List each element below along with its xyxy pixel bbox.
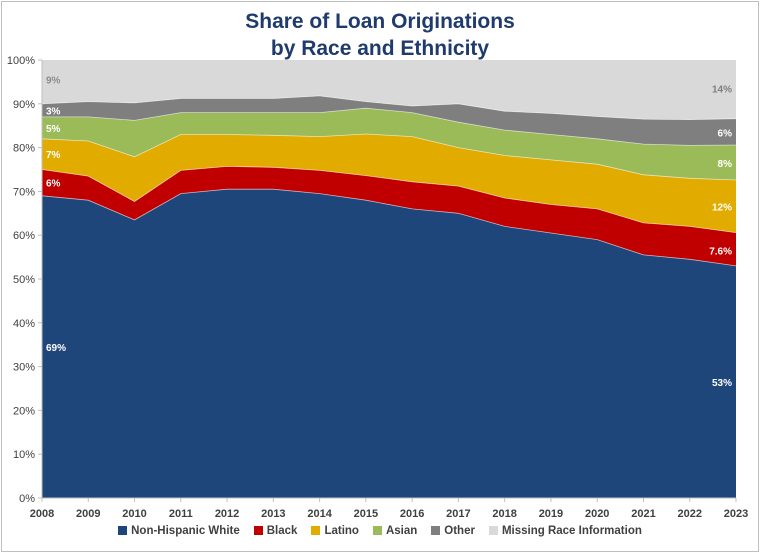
- area-asian: [42, 108, 736, 180]
- legend-item-other: Other: [431, 525, 475, 537]
- x-tick-label: 2022: [677, 508, 701, 520]
- boundary-black: [41, 165, 737, 233]
- x-tick-label: 2017: [446, 508, 470, 520]
- data-label-black: 7.6%: [709, 247, 732, 258]
- y-tick-label: 0%: [19, 493, 35, 505]
- legend-swatch: [253, 526, 263, 535]
- chart-title: Share of Loan Originations by Race and E…: [0, 8, 760, 62]
- legend-label: Asian: [385, 525, 418, 537]
- x-tick-label: 2009: [76, 508, 100, 520]
- chart-title-line-2: by Race and Ethnicity: [270, 37, 490, 60]
- area-missing-race-information: [42, 60, 736, 120]
- legend-label: Non-Hispanic White: [131, 525, 240, 537]
- legend-label: Latino: [324, 525, 359, 537]
- legend-swatch: [488, 526, 498, 535]
- x-tick-label: 2012: [215, 508, 239, 520]
- legend-item-black: Black: [253, 525, 298, 537]
- legend-swatch: [372, 526, 382, 535]
- data-label-non-hispanic-white: 69%: [46, 343, 66, 354]
- boundary-asian: [42, 107, 737, 146]
- legend-swatch: [311, 526, 321, 535]
- area-other: [42, 95, 736, 146]
- chart-title-line-1: Share of Loan Originations: [245, 10, 515, 33]
- data-label-black: 6%: [46, 179, 61, 190]
- y-tick-label: 100%: [7, 55, 35, 67]
- y-tick-label: 60%: [13, 230, 35, 242]
- data-label-asian: 8%: [718, 159, 733, 170]
- legend-label: Missing Race Information: [501, 525, 642, 537]
- x-tick-label: 2016: [400, 508, 424, 520]
- y-tick-label: 20%: [13, 405, 35, 417]
- legend-swatch: [118, 526, 128, 535]
- y-tick-label: 70%: [13, 186, 35, 198]
- data-label-other: 6%: [718, 128, 733, 139]
- area-latino: [42, 134, 736, 233]
- boundary-non-hispanic-white: [41, 188, 737, 267]
- boundary-latino: [41, 133, 737, 181]
- legend-swatch: [431, 526, 441, 535]
- y-tick-label: 10%: [13, 449, 35, 461]
- y-tick-label: 50%: [13, 274, 35, 286]
- legend-item-latino: Latino: [311, 525, 359, 537]
- legend-item-non-hispanic-white: Non-Hispanic White: [118, 525, 240, 537]
- data-label-latino: 12%: [712, 203, 732, 214]
- legend: Non-Hispanic White Black Latino Asian Other M…: [0, 525, 760, 537]
- area-non-hispanic-white: [42, 189, 736, 498]
- y-tick-label: 30%: [13, 362, 35, 374]
- x-tick-label: 2013: [261, 508, 285, 520]
- x-tick-label: 2011: [169, 508, 193, 520]
- data-label-non-hispanic-white: 53%: [712, 378, 732, 389]
- x-tick-label: 2014: [307, 508, 332, 520]
- x-tick-label: 2023: [724, 508, 748, 520]
- data-label-latino: 7%: [46, 150, 61, 161]
- x-tick-label: 2010: [122, 508, 146, 520]
- x-tick-label: 2020: [585, 508, 609, 520]
- boundary-other: [41, 95, 737, 121]
- x-tick-label: 2018: [492, 508, 516, 520]
- x-tick-label: 2021: [631, 508, 655, 520]
- legend-item-missing-race-information: Missing Race Information: [488, 525, 642, 537]
- data-label-other: 3%: [46, 106, 61, 117]
- y-tick-label: 80%: [13, 143, 35, 155]
- x-tick-label: 2008: [30, 508, 54, 520]
- x-tick-label: 2015: [354, 508, 378, 520]
- data-label-missing-race-information: 9%: [46, 76, 61, 87]
- legend-label: Other: [444, 525, 475, 537]
- legend-label: Black: [266, 525, 298, 537]
- data-label-missing-race-information: 14%: [712, 84, 732, 95]
- legend-item-asian: Asian: [372, 525, 418, 537]
- data-label-asian: 5%: [46, 124, 61, 135]
- y-tick-label: 40%: [13, 318, 35, 330]
- x-tick-label: 2019: [539, 508, 563, 520]
- area-black: [42, 166, 736, 266]
- y-tick-label: 90%: [13, 99, 35, 111]
